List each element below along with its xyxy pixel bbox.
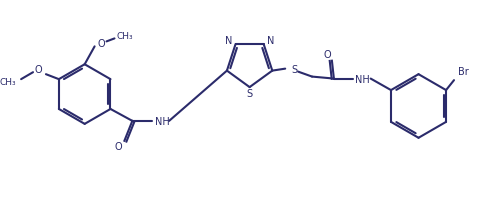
Text: S: S — [291, 64, 297, 74]
Text: Br: Br — [458, 67, 468, 77]
Text: NH: NH — [356, 74, 370, 84]
Text: NH: NH — [155, 116, 170, 126]
Text: S: S — [246, 89, 252, 99]
Text: O: O — [98, 39, 106, 49]
Text: CH₃: CH₃ — [0, 77, 16, 86]
Text: N: N — [225, 36, 232, 46]
Text: CH₃: CH₃ — [116, 32, 132, 41]
Text: O: O — [323, 49, 331, 60]
Text: N: N — [267, 36, 274, 46]
Text: O: O — [114, 141, 122, 151]
Text: O: O — [34, 65, 42, 75]
